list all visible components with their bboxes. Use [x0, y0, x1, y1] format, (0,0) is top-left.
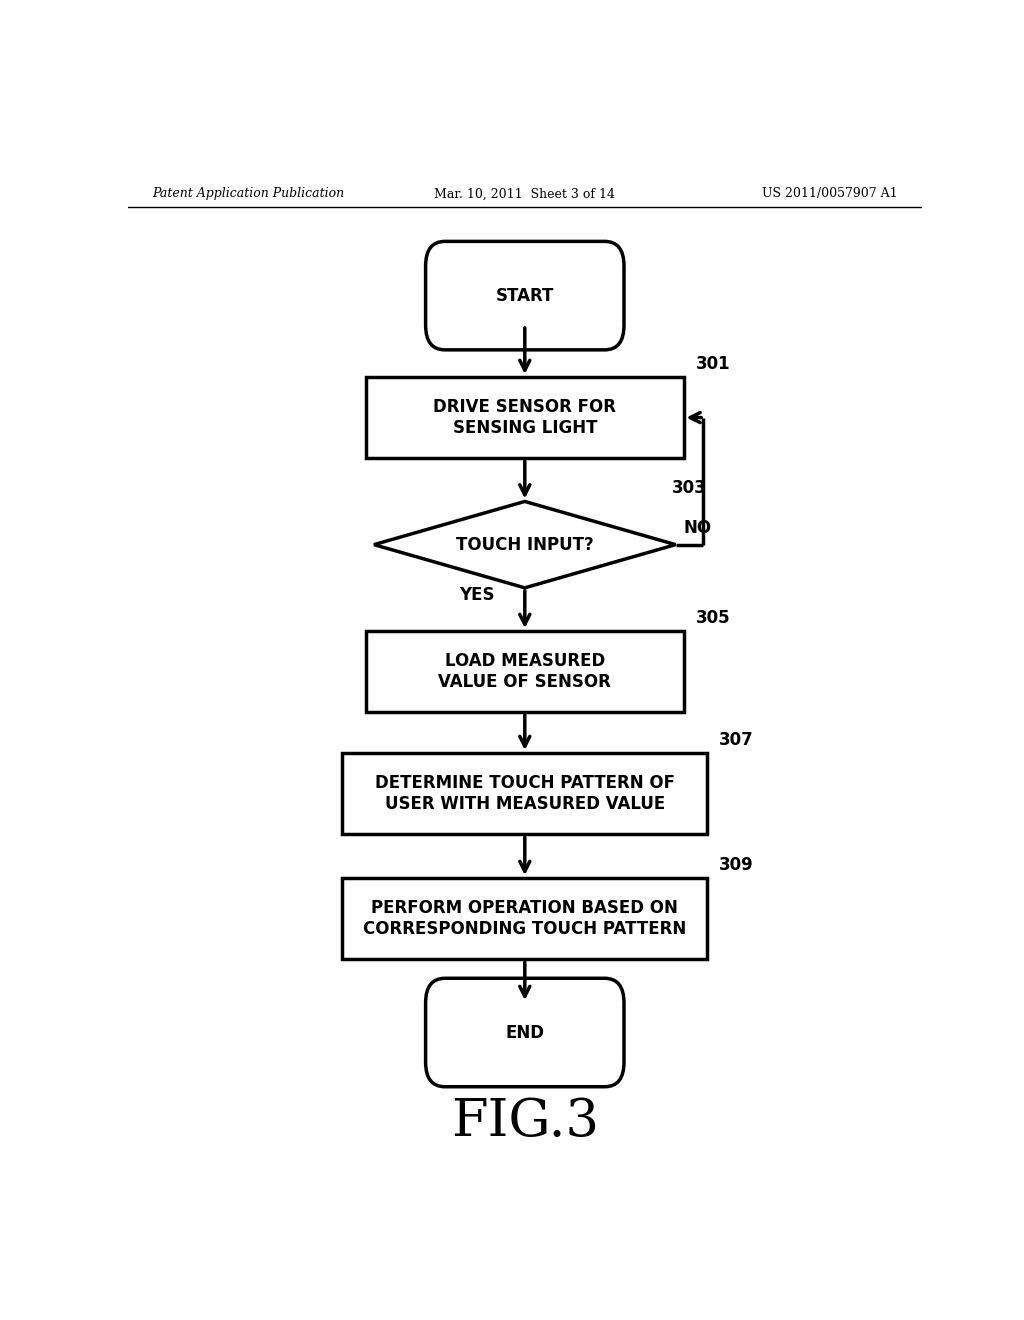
Bar: [367, 631, 684, 713]
Text: 305: 305: [695, 609, 730, 627]
Text: TOUCH INPUT?: TOUCH INPUT?: [456, 536, 594, 553]
Text: Mar. 10, 2011  Sheet 3 of 14: Mar. 10, 2011 Sheet 3 of 14: [434, 187, 615, 201]
Text: 309: 309: [719, 855, 754, 874]
Text: US 2011/0057907 A1: US 2011/0057907 A1: [762, 187, 898, 201]
Bar: [342, 752, 708, 834]
FancyBboxPatch shape: [426, 978, 624, 1086]
Text: DRIVE SENSOR FOR
SENSING LIGHT: DRIVE SENSOR FOR SENSING LIGHT: [433, 399, 616, 437]
Polygon shape: [374, 502, 676, 587]
Text: Patent Application Publication: Patent Application Publication: [152, 187, 344, 201]
Text: NO: NO: [684, 519, 712, 536]
Text: 301: 301: [695, 355, 730, 372]
Text: END: END: [505, 1023, 545, 1041]
FancyBboxPatch shape: [426, 242, 624, 350]
Text: FIG.3: FIG.3: [451, 1097, 599, 1147]
Bar: [367, 378, 684, 458]
Text: START: START: [496, 286, 554, 305]
Bar: [342, 878, 708, 960]
Text: 307: 307: [719, 731, 754, 748]
Text: YES: YES: [460, 586, 495, 605]
Text: DETERMINE TOUCH PATTERN OF
USER WITH MEASURED VALUE: DETERMINE TOUCH PATTERN OF USER WITH MEA…: [375, 775, 675, 813]
Text: LOAD MEASURED
VALUE OF SENSOR: LOAD MEASURED VALUE OF SENSOR: [438, 652, 611, 692]
Text: PERFORM OPERATION BASED ON
CORRESPONDING TOUCH PATTERN: PERFORM OPERATION BASED ON CORRESPONDING…: [364, 899, 686, 939]
Text: 303: 303: [672, 479, 707, 498]
